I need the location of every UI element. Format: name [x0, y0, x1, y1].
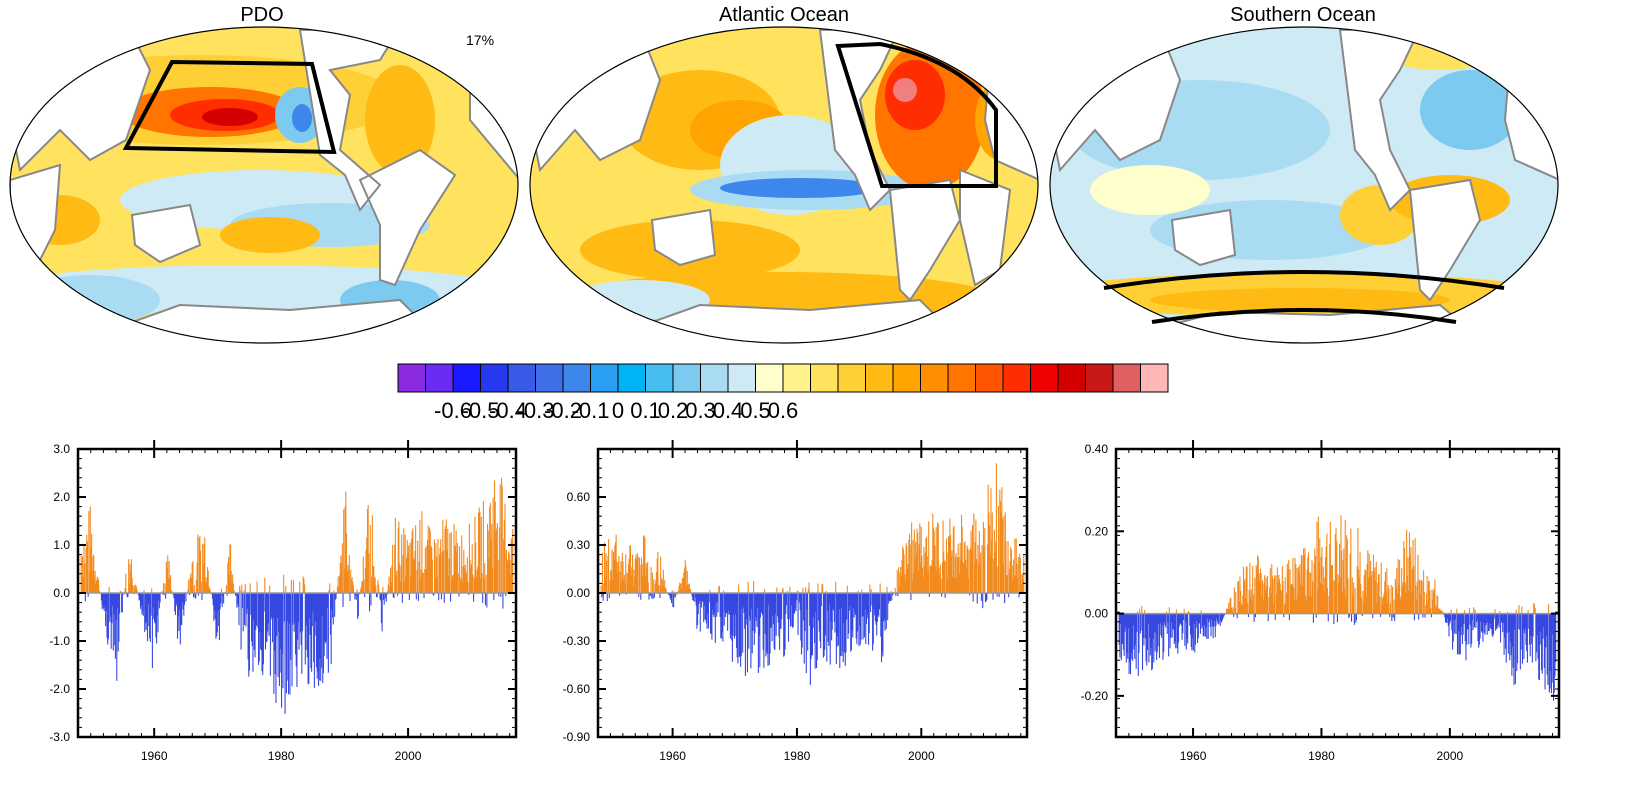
x-tick-label: 1960	[1180, 749, 1207, 763]
colorbar-swatch	[727, 363, 756, 393]
colorbar-swatch	[1085, 363, 1114, 393]
colorbar-swatch	[507, 363, 536, 393]
colorbar-label: 0	[612, 398, 624, 423]
map-atlantic	[529, 26, 1039, 344]
southern-region-top	[1103, 270, 1505, 290]
y-tick-label: -1.0	[49, 634, 70, 648]
colorbar-swatch	[617, 363, 646, 393]
y-tick-label: 1.0	[53, 538, 70, 552]
colorbar-swatch	[645, 363, 674, 393]
colorbar-swatch	[672, 363, 701, 393]
x-tick-label: 1960	[659, 749, 686, 763]
pdo-variance-label: 17%	[466, 32, 495, 48]
colorbar-label: -0.2	[544, 398, 582, 423]
y-tick-label: 0.20	[1085, 524, 1109, 538]
y-tick-label: 0.60	[567, 490, 591, 504]
colorbar-swatch	[782, 363, 811, 393]
southern-region-bottom	[1151, 308, 1457, 324]
plot-frame	[1114, 447, 1561, 739]
y-tick-label: 0.40	[1085, 442, 1109, 456]
timeseries-southern: 0.40 0.20 0.00 -0.20 1960 1980 2000	[1081, 440, 1561, 763]
colorbar-swatch	[480, 363, 509, 393]
series-bars	[600, 463, 1025, 685]
colorbar-swatch	[865, 363, 894, 393]
colorbar-label: -0.4	[489, 398, 527, 423]
x-tick-label: 2000	[395, 749, 422, 763]
colorbar-swatch	[1002, 363, 1031, 393]
y-tick-label: 0.00	[1085, 607, 1109, 621]
colorbar-label: 0.6	[768, 398, 799, 423]
timeseries-pdo: 3.0 2.0 1.0 0.0 -1.0 -2.0 -3.0 1960 1980 2000	[49, 440, 518, 763]
colorbar-swatch	[1112, 363, 1141, 393]
y-tick-label: 0.00	[567, 586, 591, 600]
colorbar-swatch	[755, 363, 784, 393]
x-tick-label: 1980	[1308, 749, 1335, 763]
x-tick-label: 1960	[141, 749, 168, 763]
colorbar-swatch	[810, 363, 839, 393]
colorbar-swatch	[920, 363, 949, 393]
colorbar-swatch	[1140, 363, 1169, 393]
colorbar-swatch	[452, 363, 481, 393]
colorbar-label: 0.4	[713, 398, 744, 423]
map-pdo	[9, 26, 519, 344]
colorbar-label: 0.1	[630, 398, 661, 423]
y-tick-label: 2.0	[53, 490, 70, 504]
x-tick-label: 1980	[784, 749, 811, 763]
colorbar-label: -0.1	[572, 398, 610, 423]
map-title-pdo: PDO	[240, 4, 284, 26]
colorbar-label: 0.2	[658, 398, 689, 423]
colorbar-swatch	[1057, 363, 1086, 393]
colorbar-label: -0.5	[462, 398, 500, 423]
y-tick-label: 0.30	[567, 538, 591, 552]
y-tick-label: -0.90	[563, 730, 591, 744]
y-tick-label: 0.0	[53, 586, 70, 600]
colorbar-swatch	[590, 363, 619, 393]
x-tick-label: 1980	[268, 749, 295, 763]
colorbar-swatch	[975, 363, 1004, 393]
colorbar-swatch	[700, 363, 729, 393]
colorbar-swatch	[837, 363, 866, 393]
map-title-southern: Southern Ocean	[1230, 4, 1376, 26]
x-tick-label: 2000	[1437, 749, 1464, 763]
colorbar-swatch	[1030, 363, 1059, 393]
colorbar-swatch	[562, 363, 591, 393]
colorbar-label: -0.3	[517, 398, 555, 423]
pdo-region-box	[122, 59, 337, 155]
atlantic-region-box	[835, 41, 998, 188]
colorbar-label: 0.5	[740, 398, 771, 423]
y-tick-label: -2.0	[49, 682, 70, 696]
colorbar-swatch	[425, 363, 454, 393]
y-tick-label: -0.30	[563, 634, 591, 648]
colorbar-label: -0.6	[434, 398, 472, 423]
series-bars	[80, 477, 514, 714]
x-tick-label: 2000	[908, 749, 935, 763]
colorbar-swatch	[397, 363, 426, 393]
colorbar-label: 0.3	[685, 398, 716, 423]
y-tick-label: 3.0	[53, 442, 70, 456]
colorbar-swatch	[892, 363, 921, 393]
colorbar-swatch	[947, 363, 976, 393]
colorbar: -0.6-0.5-0.4-0.3-0.2-0.1 0 0.10.20.30.40.5…	[397, 363, 1169, 423]
y-tick-label: -0.20	[1081, 689, 1109, 703]
map-title-atlantic: Atlantic Ocean	[718, 4, 850, 26]
timeseries-atlantic: 0.60 0.30 0.00 -0.30 -0.60 -0.90 1960 1980 2000	[563, 440, 1029, 763]
y-tick-label: -3.0	[49, 730, 70, 744]
colorbar-swatch	[535, 363, 564, 393]
y-tick-label: -0.60	[563, 682, 591, 696]
map-southern	[1049, 26, 1559, 344]
series-bars	[1118, 515, 1557, 701]
